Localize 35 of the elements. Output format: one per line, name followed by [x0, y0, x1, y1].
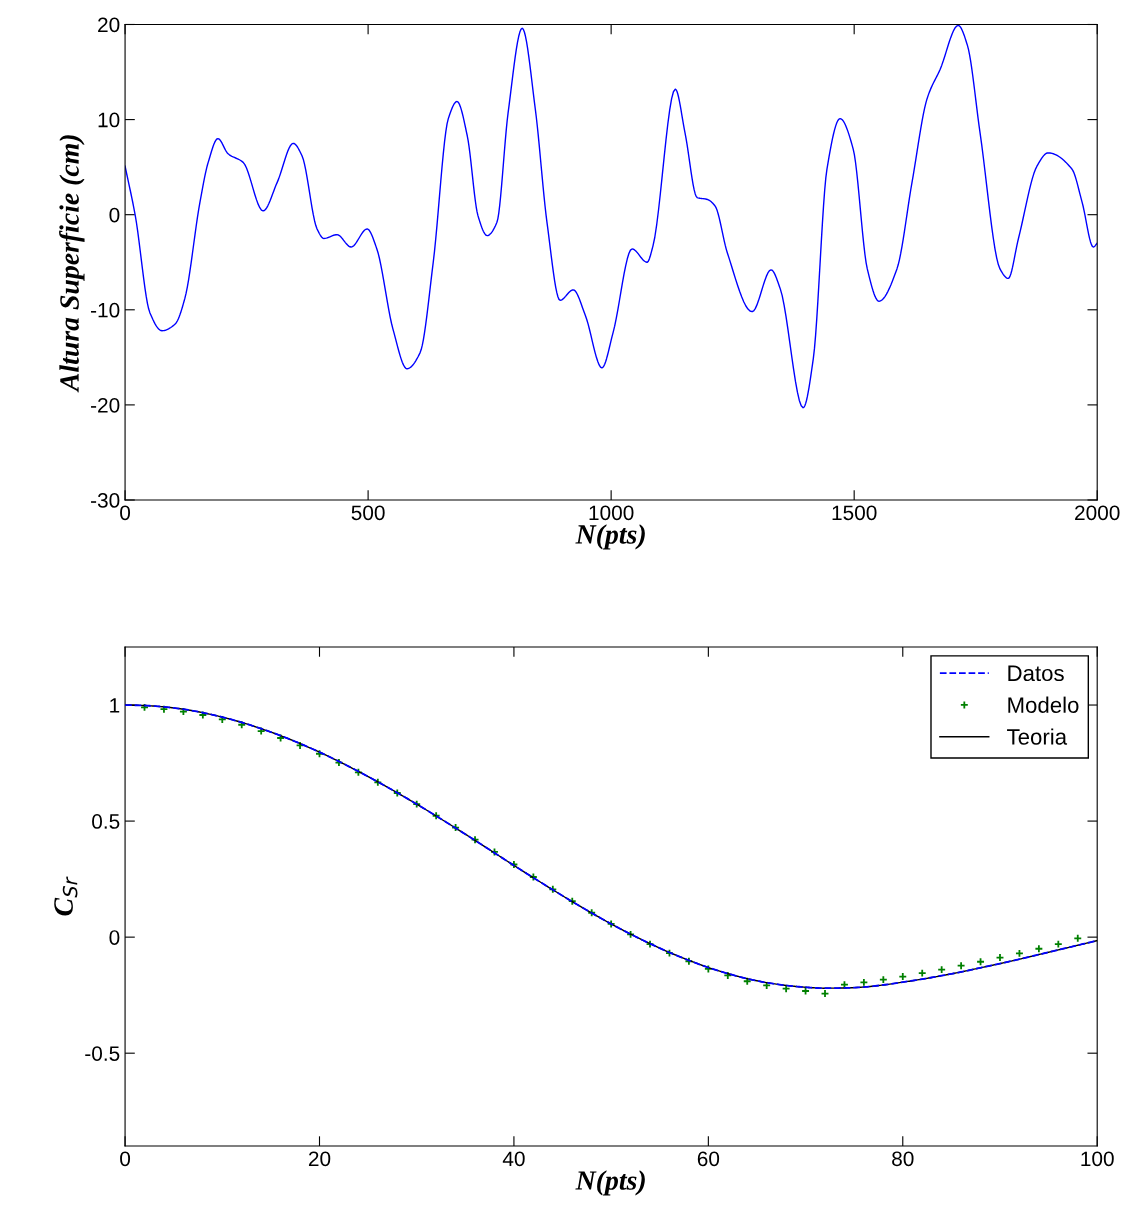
- legend-label: Datos: [1008, 665, 1064, 682]
- point: [1053, 939, 1063, 949]
- x-tick-label: 2000: [1075, 505, 1120, 521]
- y-tick-label: 10: [98, 112, 120, 128]
- y-tick-label: -10: [91, 302, 120, 318]
- point: [1073, 933, 1083, 943]
- point: [878, 975, 888, 984]
- x-tick-label: 1000: [589, 505, 634, 521]
- point: [859, 978, 869, 987]
- y-tick-label: 20: [98, 17, 120, 33]
- x-axis-title: N(pts): [575, 524, 645, 550]
- x-tick-label: 80: [892, 1151, 914, 1167]
- y-tick-label: -30: [91, 493, 120, 508]
- y-tick-label: -0.5: [85, 1046, 120, 1061]
- x-tick-label: 0: [120, 1151, 131, 1167]
- point: [917, 968, 927, 978]
- legend-label: Teoria: [1007, 728, 1068, 745]
- y-axis-title: Altura Superficie (cm): [59, 135, 85, 393]
- x-tick-label: 1500: [832, 505, 877, 521]
- x-tick-label: 40: [502, 1151, 525, 1167]
- y-axis-title: C$_{Sr}$: [54, 876, 78, 916]
- x-tick-label: 0: [120, 505, 131, 521]
- point: [1034, 944, 1044, 954]
- point: [956, 961, 966, 971]
- x-tick-label: 500: [351, 505, 385, 521]
- y-tick-label: 0: [109, 207, 120, 223]
- legend-label: Modelo: [1008, 696, 1079, 713]
- x-axis-title: N(pts): [575, 1170, 645, 1196]
- y-tick-label: -20: [91, 397, 120, 413]
- x-tick-label: 100: [1081, 1151, 1114, 1167]
- y-tick-label: 0.5: [92, 814, 120, 829]
- y-tick-label: 1: [110, 698, 120, 713]
- x-tick-label: 20: [308, 1151, 331, 1167]
- x-tick-label: 60: [697, 1151, 720, 1167]
- y-tick-label: 0: [109, 930, 120, 945]
